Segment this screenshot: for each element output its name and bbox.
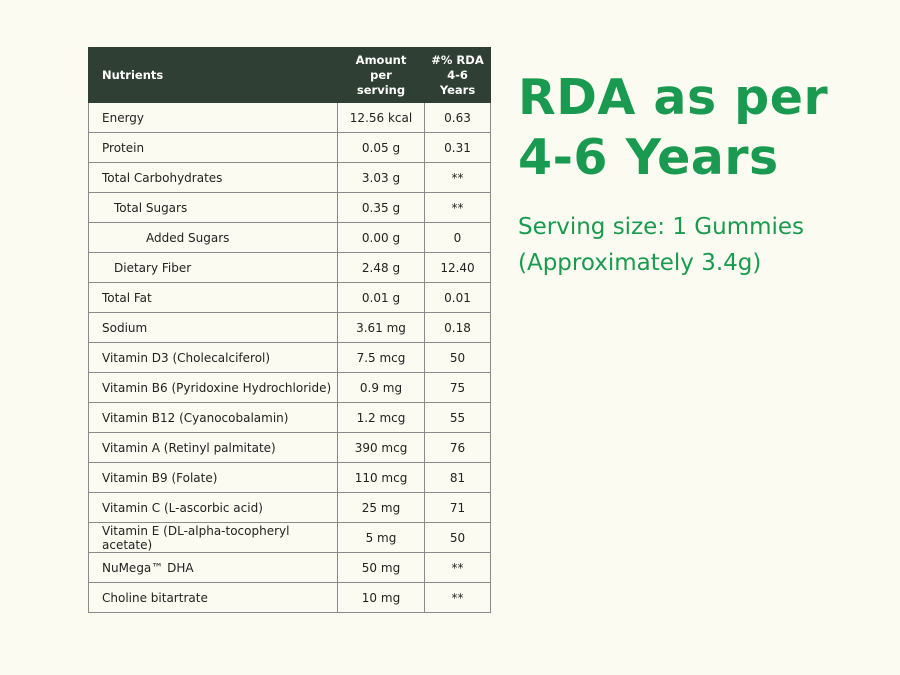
nutrient-amount: 12.56 kcal [337,102,425,133]
nutrient-amount: 390 mcg [337,432,425,463]
nutrition-table-container: Nutrients Amount per serving #% RDA 4-6 … [88,47,491,613]
nutrient-rda: 50 [424,522,491,553]
table-row: Total Carbohydrates 3.03 g ** [88,162,491,193]
nutrient-name: Total Fat [88,282,338,313]
table-row: Vitamin A (Retinyl palmitate) 390 mcg 76 [88,432,491,463]
table-row: Vitamin E (DL-alpha-tocopheryl acetate) 5… [88,522,491,553]
nutrient-rda: ** [424,552,491,583]
table-row: Total Fat 0.01 g 0.01 [88,282,491,313]
table-row: Dietary Fiber 2.48 g 12.40 [88,252,491,283]
header-rda-line-1: #% RDA [431,52,484,67]
serving-size-text: Serving size: 1 Gummies (Approximately 3… [518,209,888,281]
nutrient-amount: 50 mg [337,552,425,583]
nutrient-name: Added Sugars [88,222,338,253]
nutrient-name: Vitamin D3 (Cholecalciferol) [88,342,338,373]
header-nutrients: Nutrients [88,47,338,103]
nutrient-rda: ** [424,162,491,193]
serving-size-line-1: Serving size: 1 Gummies [518,214,805,240]
header-rda-line-2: 4-6 [447,67,468,82]
nutrient-amount: 10 mg [337,582,425,613]
header-amount-line-1: Amount [355,52,407,67]
nutrient-name: Sodium [88,312,338,343]
nutrient-amount: 0.35 g [337,192,425,223]
nutrient-amount: 0.05 g [337,132,425,163]
nutrient-amount: 0.01 g [337,282,425,313]
nutrient-name: Total Sugars [88,192,338,223]
nutrient-rda: 76 [424,432,491,463]
nutrient-rda: 0.31 [424,132,491,163]
table-row: Vitamin B6 (Pyridoxine Hydrochloride) 0.9… [88,372,491,403]
header-rda: #% RDA 4-6 Years [424,47,491,103]
header-amount-line-2: per [370,67,392,82]
nutrient-amount: 2.48 g [337,252,425,283]
nutrient-rda: 0.63 [424,102,491,133]
table-row: Vitamin B9 (Folate) 110 mcg 81 [88,462,491,493]
table-row: NuMega™ DHA 50 mg ** [88,552,491,583]
nutrient-amount: 5 mg [337,522,425,553]
nutrient-name: Vitamin A (Retinyl palmitate) [88,432,338,463]
nutrient-name: Vitamin C (L-ascorbic acid) [88,492,338,523]
nutrient-amount: 0.00 g [337,222,425,253]
nutrient-name: Vitamin B9 (Folate) [88,462,338,493]
nutrient-name: NuMega™ DHA [88,552,338,583]
table-row: Vitamin D3 (Cholecalciferol) 7.5 mcg 50 [88,342,491,373]
rda-heading-line-1: RDA as per [518,69,829,126]
table-row: Energy 12.56 kcal 0.63 [88,102,491,133]
nutrient-amount: 7.5 mcg [337,342,425,373]
header-amount-line-3: serving [356,82,406,97]
nutrient-rda: 50 [424,342,491,373]
nutrient-amount: 1.2 mcg [337,402,425,433]
nutrient-rda: 0 [424,222,491,253]
nutrient-name: Choline bitartrate [88,582,338,613]
nutrient-name: Energy [88,102,338,133]
nutrient-rda: 0.18 [424,312,491,343]
nutrient-rda: 75 [424,372,491,403]
nutrient-name: Vitamin B12 (Cyanocobalamin) [88,402,338,433]
header-nutrients-label: Nutrients [102,67,164,82]
table-body: Energy 12.56 kcal 0.63 Protein 0.05 g 0.31 T… [88,102,491,613]
nutrient-name: Dietary Fiber [88,252,338,283]
nutrient-rda: 71 [424,492,491,523]
serving-size-line-2: (Approximately 3.4g) [518,250,762,276]
nutrient-rda: ** [424,192,491,223]
nutrient-rda: 81 [424,462,491,493]
header-rda-line-3: Years [439,82,476,97]
nutrition-table: Nutrients Amount per serving #% RDA 4-6 … [88,47,491,613]
table-row: Vitamin B12 (Cyanocobalamin) 1.2 mcg 55 [88,402,491,433]
nutrient-rda: ** [424,582,491,613]
nutrient-amount: 0.9 mg [337,372,425,403]
nutrient-rda: 55 [424,402,491,433]
nutrient-rda: 0.01 [424,282,491,313]
nutrient-rda: 12.40 [424,252,491,283]
nutrient-name: Vitamin B6 (Pyridoxine Hydrochloride) [88,372,338,403]
rda-heading-line-2: 4-6 Years [518,129,779,186]
nutrient-name: Total Carbohydrates [88,162,338,193]
nutrient-amount: 25 mg [337,492,425,523]
nutrient-name: Protein [88,132,338,163]
nutrient-name: Vitamin E (DL-alpha-tocopheryl acetate) [88,522,338,553]
rda-heading: RDA as per 4-6 Years [518,68,888,188]
header-amount-per-serving: Amount per serving [337,47,425,103]
nutrient-amount: 3.03 g [337,162,425,193]
table-row: Vitamin C (L-ascorbic acid) 25 mg 71 [88,492,491,523]
table-header-row: Nutrients Amount per serving #% RDA 4-6 … [88,47,491,103]
table-row: Choline bitartrate 10 mg ** [88,582,491,613]
nutrient-amount: 3.61 mg [337,312,425,343]
nutrient-amount: 110 mcg [337,462,425,493]
table-row: Total Sugars 0.35 g ** [88,192,491,223]
table-row: Protein 0.05 g 0.31 [88,132,491,163]
table-row: Sodium 3.61 mg 0.18 [88,312,491,343]
